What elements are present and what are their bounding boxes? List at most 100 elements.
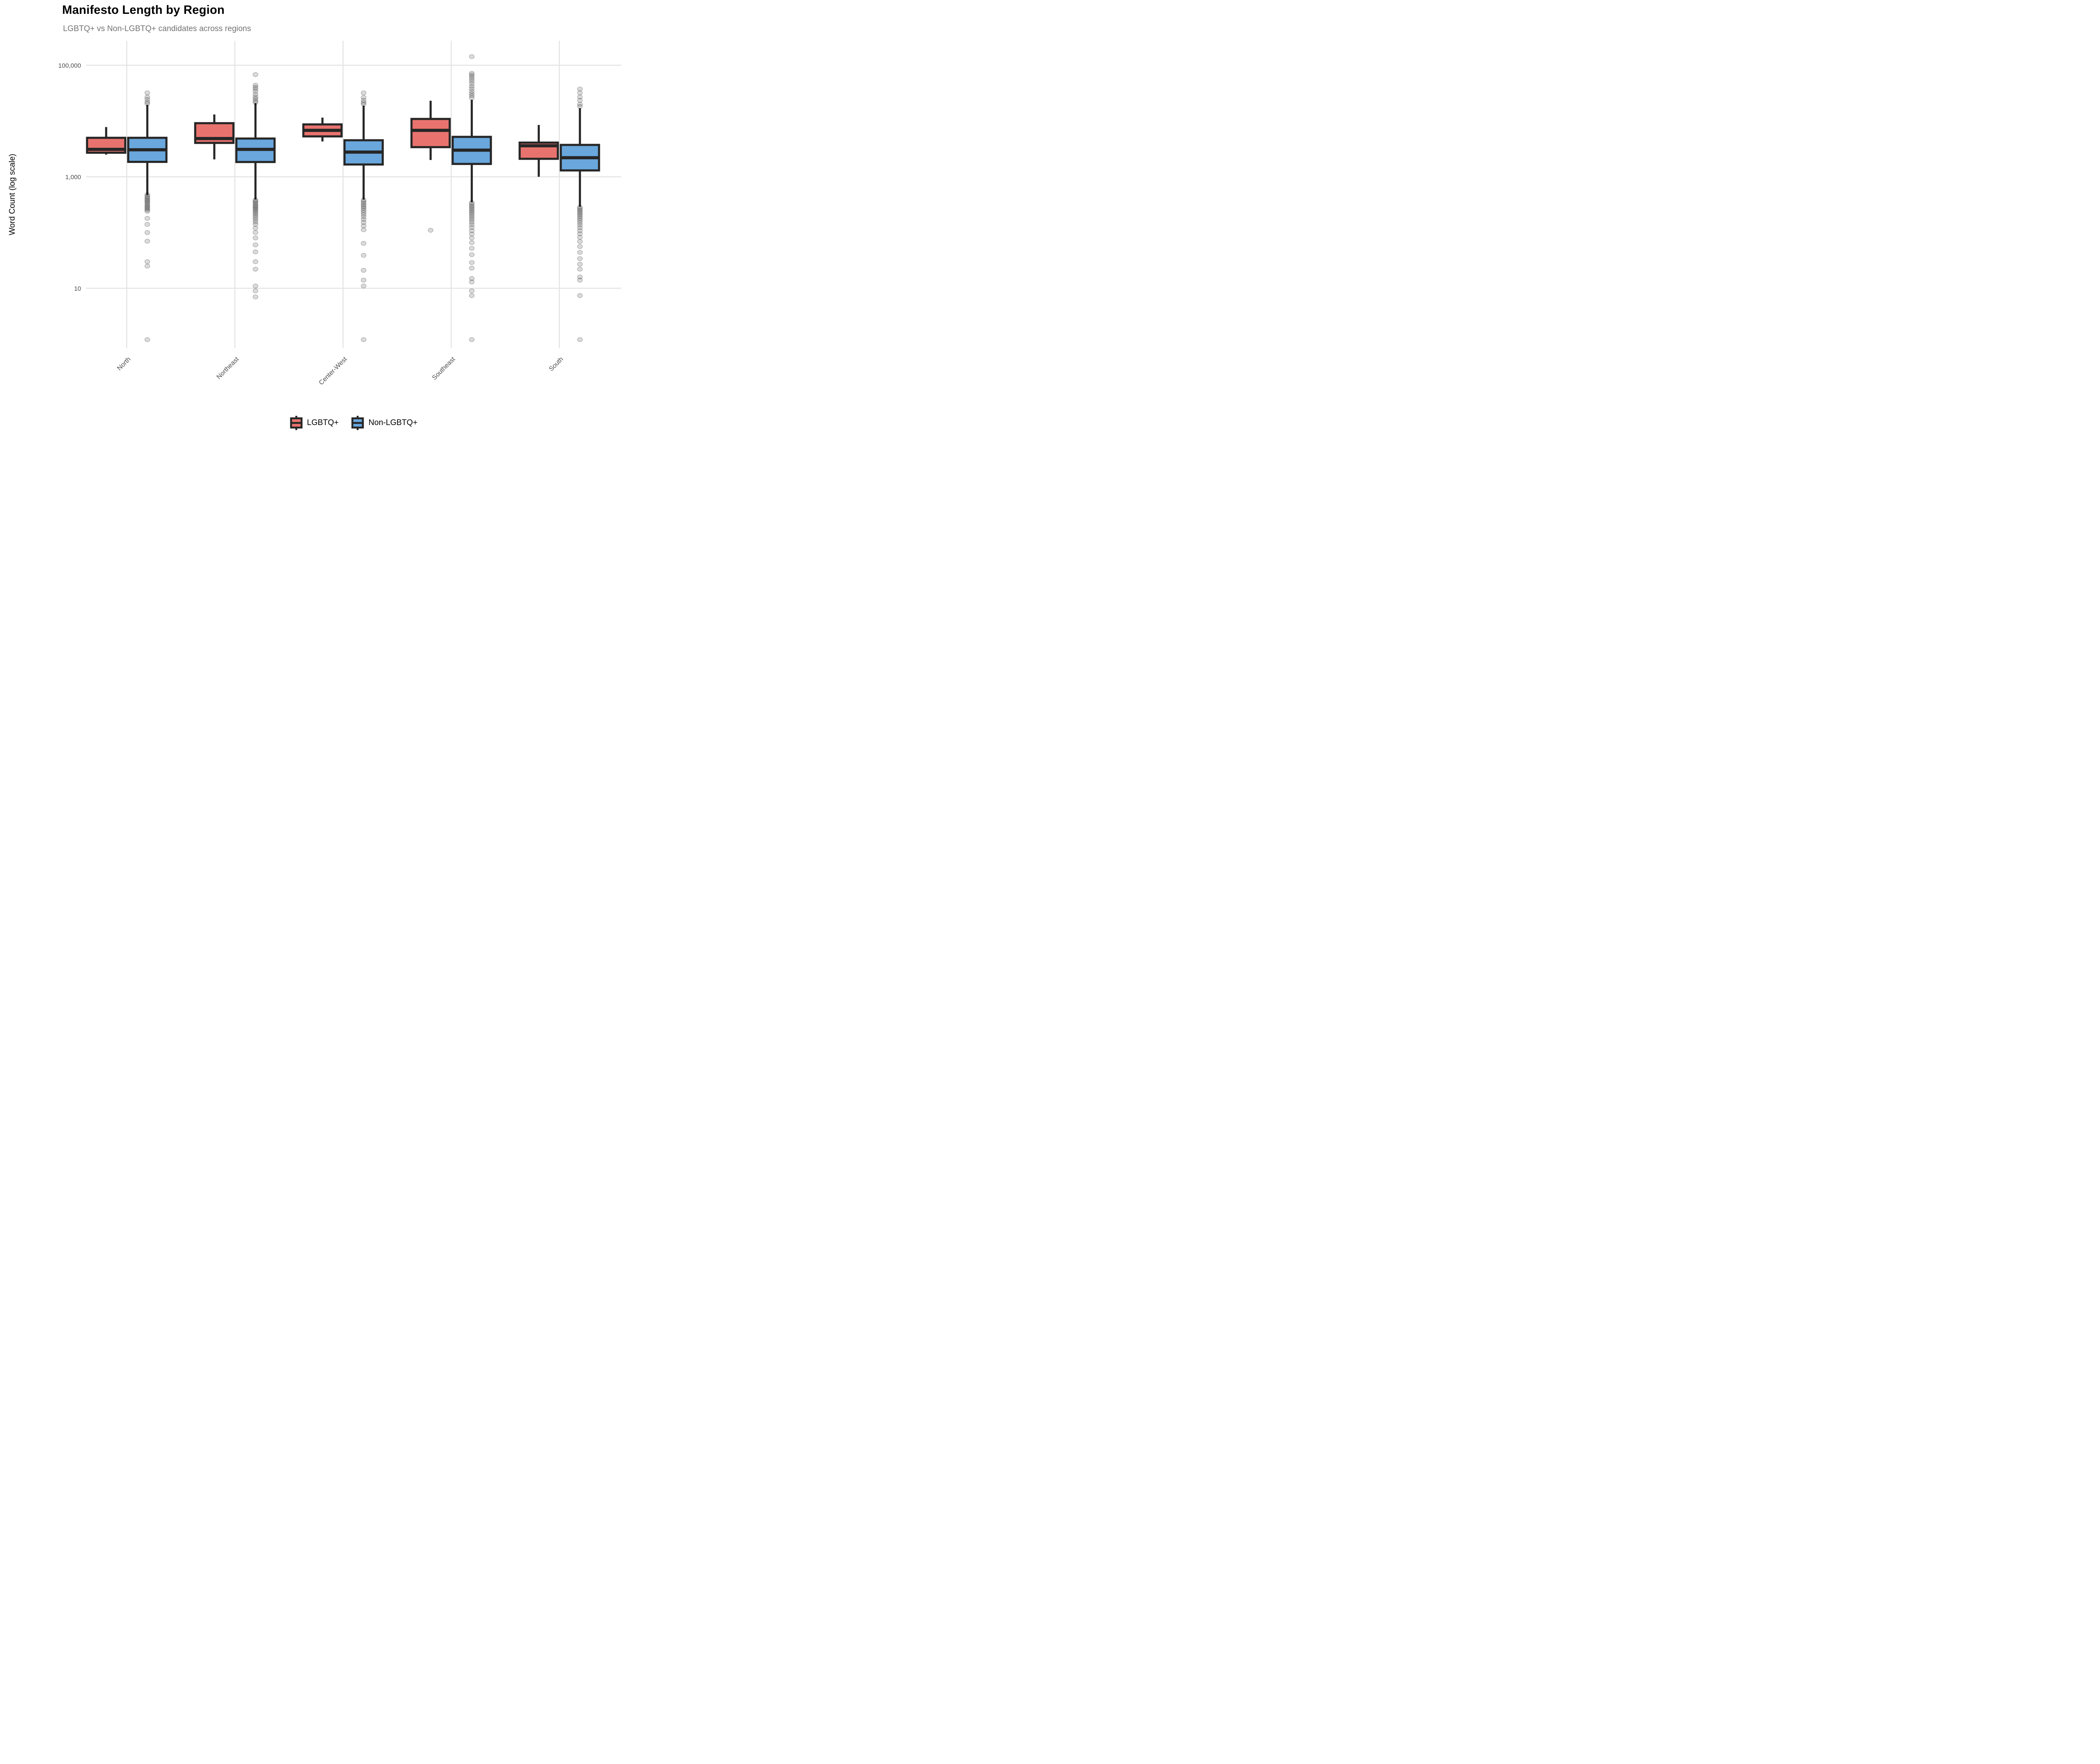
outlier-non-lgbtq-northeast <box>252 217 258 222</box>
outlier-non-lgbtq-northeast <box>252 219 258 225</box>
outlier-non-lgbtq-south <box>577 213 583 218</box>
outlier-non-lgbtq-north <box>144 90 150 95</box>
outlier-non-lgbtq-south <box>577 90 583 95</box>
chart-title: Manifesto Length by Region <box>62 3 225 17</box>
box-lgbtq-southeast <box>410 118 451 148</box>
outlier-non-lgbtq-northeast <box>252 294 258 299</box>
outlier-non-lgbtq-south <box>577 337 583 342</box>
outlier-non-lgbtq-southeast <box>469 252 475 257</box>
outlier-non-lgbtq-south <box>577 209 583 214</box>
outlier-non-lgbtq-northeast <box>252 199 258 204</box>
outlier-non-lgbtq-south <box>577 278 583 283</box>
outlier-non-lgbtq-south <box>577 293 583 298</box>
outlier-non-lgbtq-southeast <box>469 205 475 210</box>
outlier-non-lgbtq-north <box>144 216 150 221</box>
outlier-non-lgbtq-northeast <box>252 249 258 255</box>
outlier-non-lgbtq-southeast <box>469 213 475 218</box>
outlier-non-lgbtq-center-west <box>361 206 367 211</box>
outlier-non-lgbtq-south <box>577 235 583 240</box>
outlier-non-lgbtq-north <box>144 239 150 244</box>
outlier-non-lgbtq-south <box>577 223 583 228</box>
outlier-non-lgbtq-north <box>144 222 150 227</box>
outlier-non-lgbtq-south <box>577 206 583 211</box>
outlier-non-lgbtq-northeast <box>252 259 258 264</box>
outlier-non-lgbtq-southeast <box>469 76 475 81</box>
outlier-non-lgbtq-south <box>577 239 583 244</box>
outlier-non-lgbtq-southeast <box>469 208 475 213</box>
outlier-non-lgbtq-northeast <box>252 207 258 212</box>
outlier-non-lgbtq-southeast <box>469 72 475 78</box>
y-tick-label-100000: 100,000 <box>58 62 81 69</box>
outlier-non-lgbtq-south <box>577 218 583 223</box>
outlier-non-lgbtq-southeast <box>469 54 475 59</box>
outlier-non-lgbtq-center-west <box>361 202 367 207</box>
outlier-non-lgbtq-northeast <box>252 204 258 209</box>
outlier-non-lgbtq-northeast <box>252 226 258 231</box>
outlier-non-lgbtq-center-west <box>361 102 367 107</box>
outlier-non-lgbtq-northeast <box>252 87 258 92</box>
outlier-non-lgbtq-southeast <box>469 86 475 91</box>
outlier-non-lgbtq-northeast <box>252 201 258 207</box>
outlier-non-lgbtq-north <box>144 101 150 106</box>
outlier-non-lgbtq-north <box>144 197 150 202</box>
outlier-non-lgbtq-north <box>144 203 150 209</box>
legend-item-non-lgbtq: Non-LGBTQ+ <box>351 416 417 430</box>
outlier-non-lgbtq-southeast <box>469 74 475 79</box>
outlier-non-lgbtq-south <box>577 220 583 225</box>
outlier-non-lgbtq-southeast <box>469 215 475 220</box>
outlier-non-lgbtq-northeast <box>252 92 258 97</box>
outlier-non-lgbtq-southeast <box>469 240 475 245</box>
outlier-non-lgbtq-southeast <box>469 260 475 265</box>
outlier-non-lgbtq-southeast <box>469 288 475 294</box>
outlier-non-lgbtq-southeast <box>469 222 475 227</box>
chart-subtitle: LGBTQ+ vs Non-LGBTQ+ candidates across r… <box>63 24 251 33</box>
outlier-non-lgbtq-southeast <box>469 91 475 96</box>
outlier-non-lgbtq-southeast <box>469 95 475 100</box>
outlier-non-lgbtq-southeast <box>469 231 475 236</box>
outlier-non-lgbtq-center-west <box>361 197 367 202</box>
legend-label-lgbtq: LGBTQ+ <box>307 418 339 427</box>
outlier-non-lgbtq-center-west <box>361 217 367 222</box>
outlier-non-lgbtq-northeast <box>252 84 258 90</box>
boxplot-key-non-lgbtq-icon <box>352 416 364 430</box>
x-tick-label-north: North <box>116 356 132 372</box>
outlier-non-lgbtq-southeast <box>469 220 475 225</box>
outlier-non-lgbtq-northeast <box>252 205 258 211</box>
outlier-non-lgbtq-northeast <box>252 96 258 102</box>
outlier-non-lgbtq-southeast <box>469 84 475 89</box>
outlier-non-lgbtq-north <box>144 209 150 214</box>
outlier-non-lgbtq-northeast <box>252 230 258 235</box>
outlier-non-lgbtq-north <box>144 205 150 210</box>
outlier-non-lgbtq-northeast <box>252 242 258 247</box>
outlier-non-lgbtq-southeast <box>469 293 475 298</box>
boxplot-key-lgbtq-icon <box>290 416 303 430</box>
outlier-non-lgbtq-northeast <box>252 215 258 220</box>
outlier-non-lgbtq-northeast <box>252 208 258 213</box>
outlier-non-lgbtq-south <box>577 244 583 249</box>
outlier-non-lgbtq-southeast <box>469 202 475 207</box>
outlier-non-lgbtq-northeast <box>252 284 258 289</box>
outlier-non-lgbtq-southeast <box>469 225 475 230</box>
outlier-non-lgbtq-northeast <box>252 203 258 208</box>
outlier-non-lgbtq-center-west <box>361 284 367 289</box>
x-tick-label-center-west: Center-West <box>318 355 349 386</box>
outlier-non-lgbtq-center-west <box>361 204 367 209</box>
outlier-non-lgbtq-south <box>577 94 583 100</box>
outlier-non-lgbtq-southeast <box>469 206 475 212</box>
outlier-non-lgbtq-south <box>577 228 583 233</box>
outlier-non-lgbtq-southeast <box>469 228 475 233</box>
outlier-non-lgbtq-south <box>577 274 583 280</box>
outlier-non-lgbtq-center-west <box>361 212 367 217</box>
legend-label-non-lgbtq: Non-LGBTQ+ <box>368 418 418 427</box>
outlier-non-lgbtq-north <box>144 259 150 264</box>
outlier-non-lgbtq-southeast <box>469 337 475 342</box>
outlier-non-lgbtq-north <box>144 206 150 211</box>
legend: LGBTQ+ Non-LGBTQ+ <box>86 414 621 432</box>
outlier-non-lgbtq-south <box>577 98 583 103</box>
outlier-non-lgbtq-south <box>577 104 583 109</box>
outlier-non-lgbtq-southeast <box>469 200 475 205</box>
y-tick-label-10: 10 <box>74 285 81 292</box>
outlier-non-lgbtq-north <box>144 192 150 197</box>
outlier-non-lgbtq-southeast <box>469 89 475 94</box>
outlier-non-lgbtq-southeast <box>469 93 475 98</box>
